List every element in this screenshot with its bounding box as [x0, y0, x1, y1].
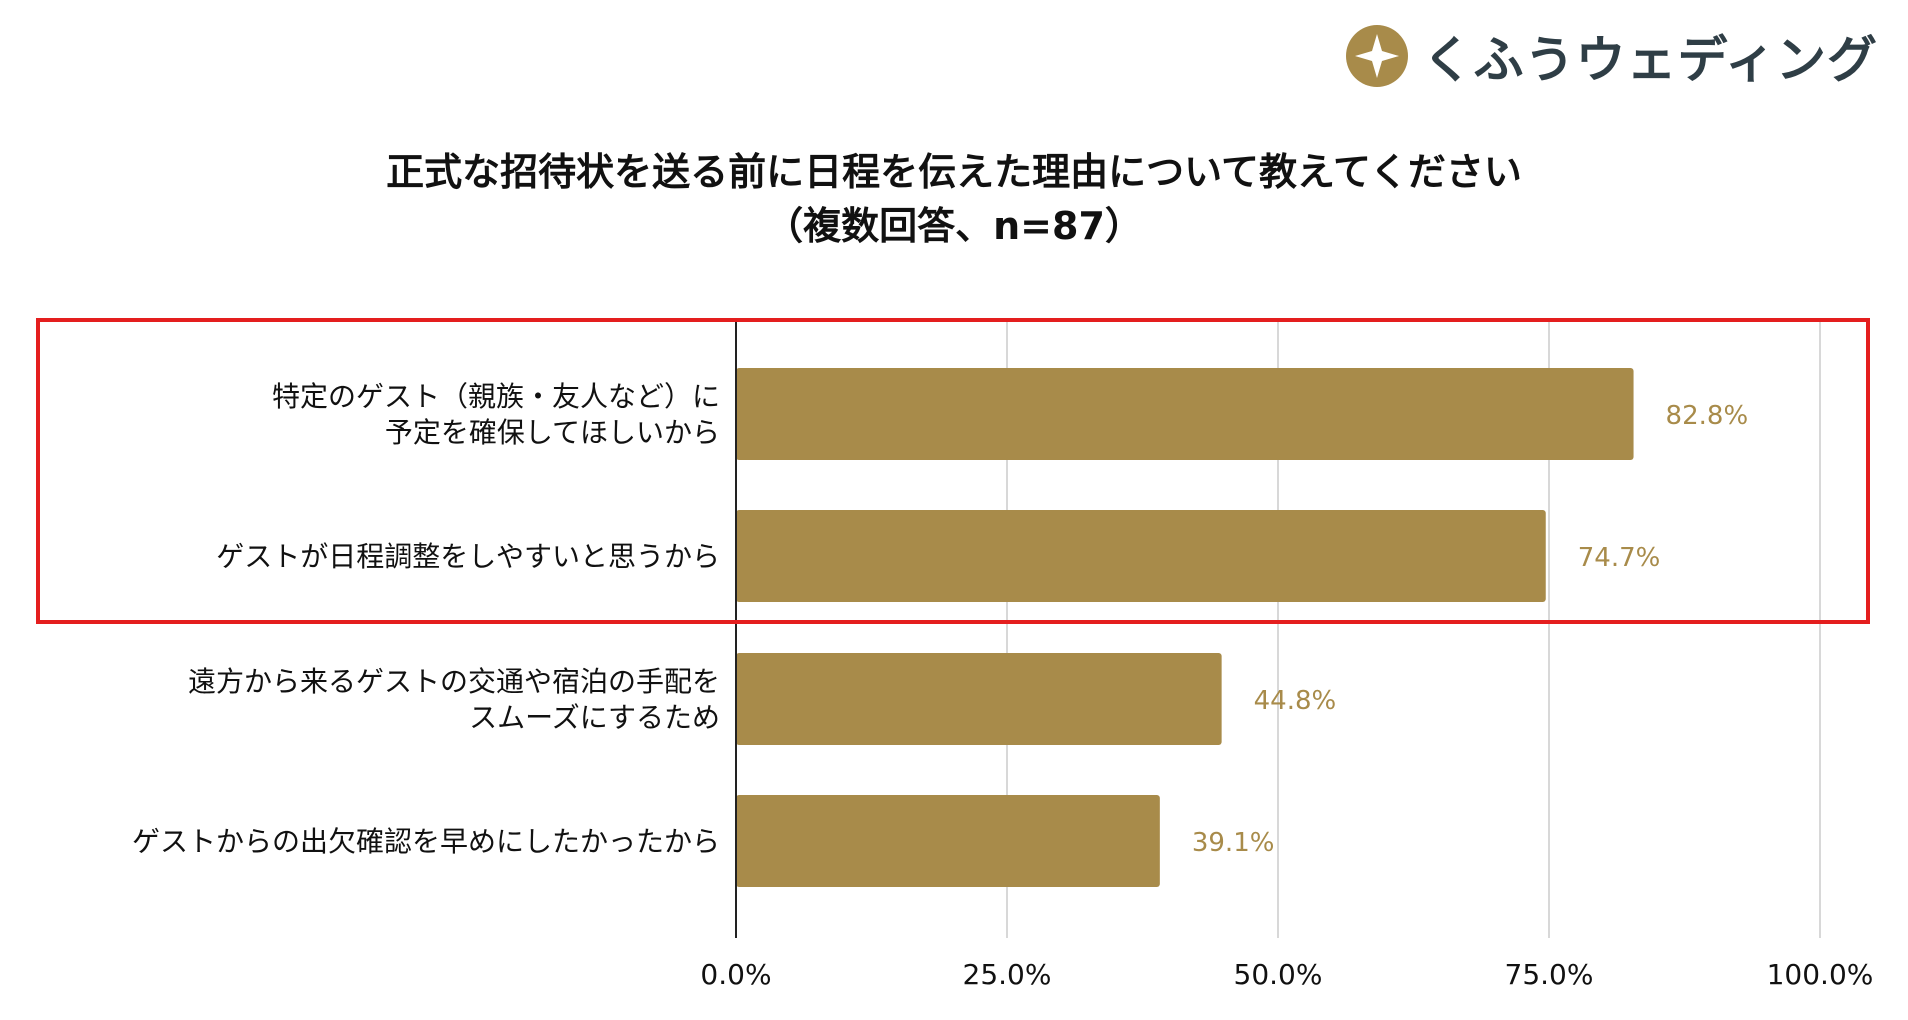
- category-label-0-0: 特定のゲスト（親族・友人など）に: [272, 380, 720, 413]
- logo-mark-icon: [1345, 25, 1408, 87]
- x-tick-label-3: 75.0%: [1505, 958, 1594, 991]
- category-label-1-0: ゲストが日程調整をしやすいと思うから: [216, 540, 720, 573]
- value-label-2: 44.8%: [1254, 686, 1337, 716]
- value-label-1: 74.7%: [1578, 543, 1661, 573]
- x-tick-label-2: 50.0%: [1234, 958, 1323, 991]
- value-label-3: 39.1%: [1192, 828, 1275, 858]
- category-label-2-1: スムーズにするため: [469, 701, 720, 734]
- x-tick-label-1: 25.0%: [963, 958, 1052, 991]
- bar-3: [736, 795, 1160, 887]
- bar-1: [736, 510, 1546, 602]
- bar-0: [736, 368, 1634, 460]
- x-tick-label-4: 100.0%: [1767, 958, 1874, 991]
- value-label-0: 82.8%: [1666, 401, 1749, 431]
- category-label-0-1: 予定を確保してほしいから: [385, 416, 720, 449]
- chart-title-block: 正式な招待状を送る前に日程を伝えた理由について教えてください （複数回答、n=8…: [0, 145, 1908, 253]
- chart-title: 正式な招待状を送る前に日程を伝えた理由について教えてください: [386, 150, 1522, 194]
- logo: くふうウェディング: [1345, 18, 1879, 94]
- x-tick-label-0: 0.0%: [700, 958, 771, 991]
- category-label-3-0: ゲストからの出欠確認を早めにしたかったから: [132, 825, 720, 858]
- bar-2: [736, 653, 1222, 745]
- chart-subtitle: （複数回答、n=87）: [765, 204, 1143, 248]
- logo-text: くふうウェディング: [1422, 31, 1878, 89]
- category-label-2-0: 遠方から来るゲストの交通や宿泊の手配を: [188, 665, 720, 698]
